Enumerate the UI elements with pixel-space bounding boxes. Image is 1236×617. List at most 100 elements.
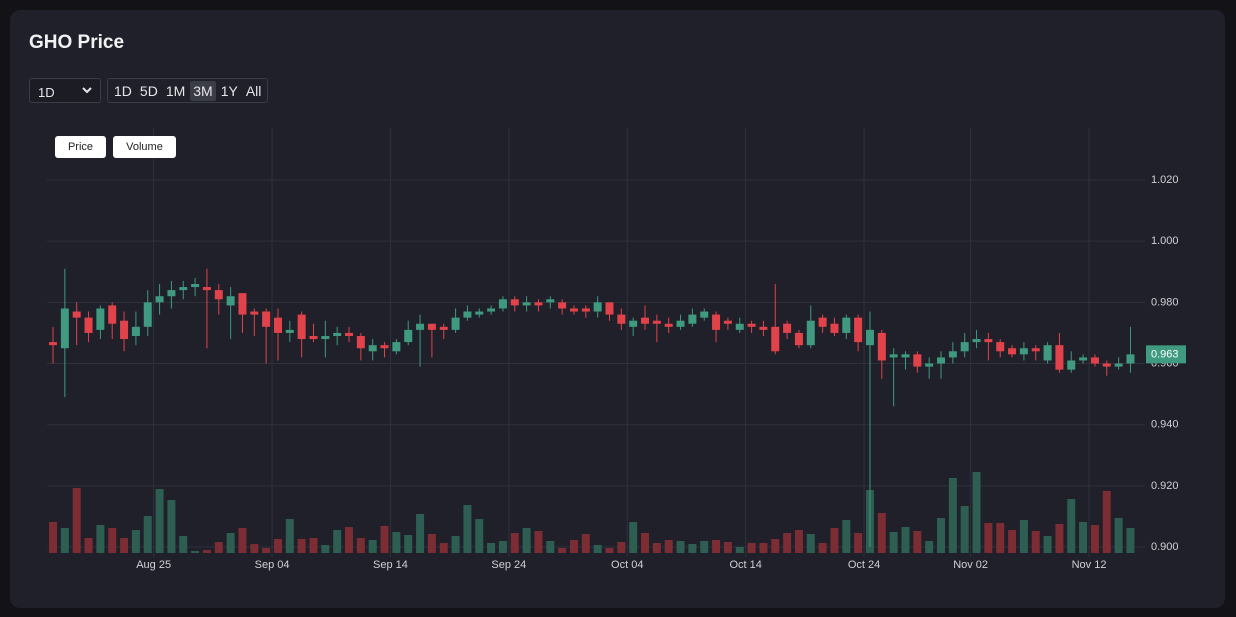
range-button[interactable]: 1M <box>165 82 186 99</box>
candle-body <box>1031 348 1040 352</box>
candle-body <box>167 290 176 297</box>
volume-bar <box>84 538 93 553</box>
volume-bar <box>676 541 685 553</box>
range-button[interactable]: 3M <box>190 80 216 101</box>
card: GHO Price 1D 1D 5D 1M 3M 1Y All 0.900 0.920 0.9… <box>10 10 1225 608</box>
volume-bar <box>1079 522 1088 553</box>
range-button[interactable]: 5D <box>139 82 158 99</box>
candle-body <box>143 302 152 327</box>
price-toggle[interactable]: Price <box>55 136 106 158</box>
y-tick-label: 1.000 <box>1151 235 1179 247</box>
volume-bar <box>700 541 709 553</box>
candle-body <box>214 290 223 300</box>
volume-bar <box>250 544 259 553</box>
volume-bar <box>238 528 247 553</box>
range-buttons: 1D 5D 1M 3M 1Y All <box>107 78 269 103</box>
volume-bar <box>1126 528 1135 553</box>
volume-bar <box>273 539 282 553</box>
candle-body <box>120 320 129 340</box>
candle-body <box>309 335 318 340</box>
volume-bar <box>167 500 176 553</box>
y-tick-label: 0.900 <box>1151 541 1179 553</box>
volume-bar <box>297 539 306 553</box>
volume-bar <box>262 548 271 553</box>
chevron <box>82 87 92 94</box>
volume-toggle[interactable]: Volume <box>113 136 176 158</box>
candle-body <box>794 332 803 346</box>
volume-bar <box>321 545 330 553</box>
interval-select[interactable]: 1D <box>29 78 101 103</box>
range-button[interactable]: All <box>245 82 262 99</box>
x-tick-label: Sep 14 <box>373 559 408 571</box>
volume-bar <box>72 488 81 553</box>
candle-body <box>901 354 910 358</box>
candle-body <box>676 320 685 327</box>
volume-bar <box>1114 518 1123 553</box>
volume-bar <box>629 522 638 553</box>
candle-body <box>664 323 673 327</box>
candle-body <box>1090 357 1099 364</box>
candle-body <box>581 308 590 312</box>
candle-body <box>416 323 425 330</box>
candle-body <box>238 293 247 315</box>
volume-bar <box>617 542 626 553</box>
candle-body <box>72 311 81 318</box>
candle-body <box>84 317 93 333</box>
candle-body <box>865 329 874 346</box>
candle-body <box>984 339 993 343</box>
volume-bar <box>60 528 69 553</box>
candle-body <box>925 363 934 367</box>
y-tick-label: 0.980 <box>1151 296 1179 308</box>
volume-bar <box>688 544 697 553</box>
candle-body <box>546 299 555 303</box>
volume-bar <box>771 539 780 553</box>
volume-bar <box>913 531 922 553</box>
volume-bar <box>1067 499 1076 553</box>
candle-body <box>498 299 507 309</box>
volume-bar <box>487 543 496 553</box>
candle-body <box>1055 345 1064 370</box>
volume-bar <box>652 543 661 553</box>
volume-bar <box>664 540 673 553</box>
candle-body <box>345 332 354 336</box>
range-button[interactable]: 1D <box>114 82 132 99</box>
volume-bar <box>522 528 531 553</box>
volume-bar <box>794 530 803 553</box>
candle-body <box>131 326 140 336</box>
candle-body <box>913 354 922 367</box>
last-price-box <box>1146 345 1186 364</box>
volume-bar <box>285 519 294 553</box>
range-button[interactable]: 1Y <box>220 82 238 99</box>
volume-bar <box>498 541 507 553</box>
y-tick-label: 1.020 <box>1151 174 1179 186</box>
volume-bar <box>392 532 401 553</box>
candle-body <box>605 302 614 315</box>
candle-body <box>108 305 117 324</box>
last-price-label: 0.963 <box>1151 348 1179 360</box>
candle-body <box>250 311 259 315</box>
volume-bar <box>735 547 744 553</box>
candle-body <box>273 317 282 333</box>
candle-body <box>593 302 602 312</box>
chart-title: GHO Price <box>29 32 125 53</box>
candle-body <box>451 317 460 330</box>
volume-bar <box>723 542 732 553</box>
x-tick-label: Oct 24 <box>848 559 880 571</box>
candle-body <box>60 308 69 349</box>
volume-bar <box>605 548 614 553</box>
candle-body <box>333 332 342 336</box>
volume-bar <box>889 532 898 553</box>
interval-value: 1D <box>38 85 55 100</box>
candle-body <box>534 302 543 306</box>
volume-bar <box>972 472 981 553</box>
candle-body <box>996 342 1005 352</box>
candle-body <box>818 317 827 327</box>
candle-body <box>427 323 436 330</box>
candle-body <box>877 332 886 361</box>
volume-bar <box>1031 531 1040 553</box>
y-tick-label: 0.920 <box>1151 480 1179 492</box>
candle-body <box>747 323 756 327</box>
x-tick-label: Nov 12 <box>1072 559 1107 571</box>
volume-bar <box>581 534 590 553</box>
candle-body <box>960 342 969 352</box>
